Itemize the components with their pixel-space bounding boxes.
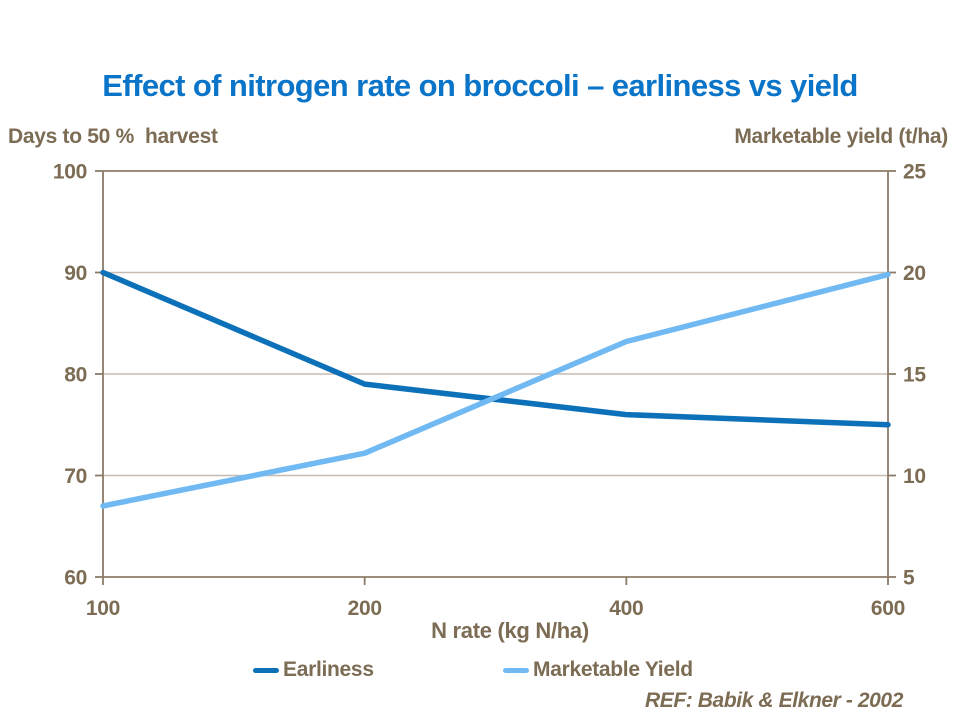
legend-label-marketable-yield: Marketable Yield (533, 658, 693, 681)
left-axis-title: Days to 50 % harvest (8, 125, 218, 148)
svg-text:200: 200 (348, 597, 382, 620)
svg-text:60: 60 (64, 567, 87, 590)
reference-citation: REF: Babik & Elkner - 2002 (644, 689, 903, 712)
svg-text:10: 10 (903, 465, 926, 488)
svg-text:20: 20 (903, 262, 926, 285)
right-axis-title: Marketable yield (t/ha) (734, 125, 948, 148)
svg-text:90: 90 (64, 262, 87, 285)
legend-label-earliness: Earliness (283, 658, 374, 681)
svg-text:100: 100 (53, 161, 87, 184)
earliness-line-swatch (253, 667, 279, 673)
marketable-yield-line-swatch (503, 667, 529, 673)
legend-item-marketable-yield: Marketable Yield (503, 658, 693, 682)
svg-text:400: 400 (609, 597, 643, 620)
svg-text:25: 25 (903, 161, 926, 184)
chart-title: Effect of nitrogen rate on broccoli – ea… (102, 68, 858, 103)
svg-text:100: 100 (86, 597, 120, 620)
svg-text:70: 70 (64, 465, 87, 488)
legend-item-earliness: Earliness (253, 658, 374, 682)
x-axis-title: N rate (kg N/ha) (431, 618, 589, 643)
svg-text:80: 80 (64, 364, 87, 387)
svg-text:600: 600 (871, 597, 905, 620)
svg-text:15: 15 (903, 364, 926, 387)
svg-text:5: 5 (903, 567, 915, 590)
